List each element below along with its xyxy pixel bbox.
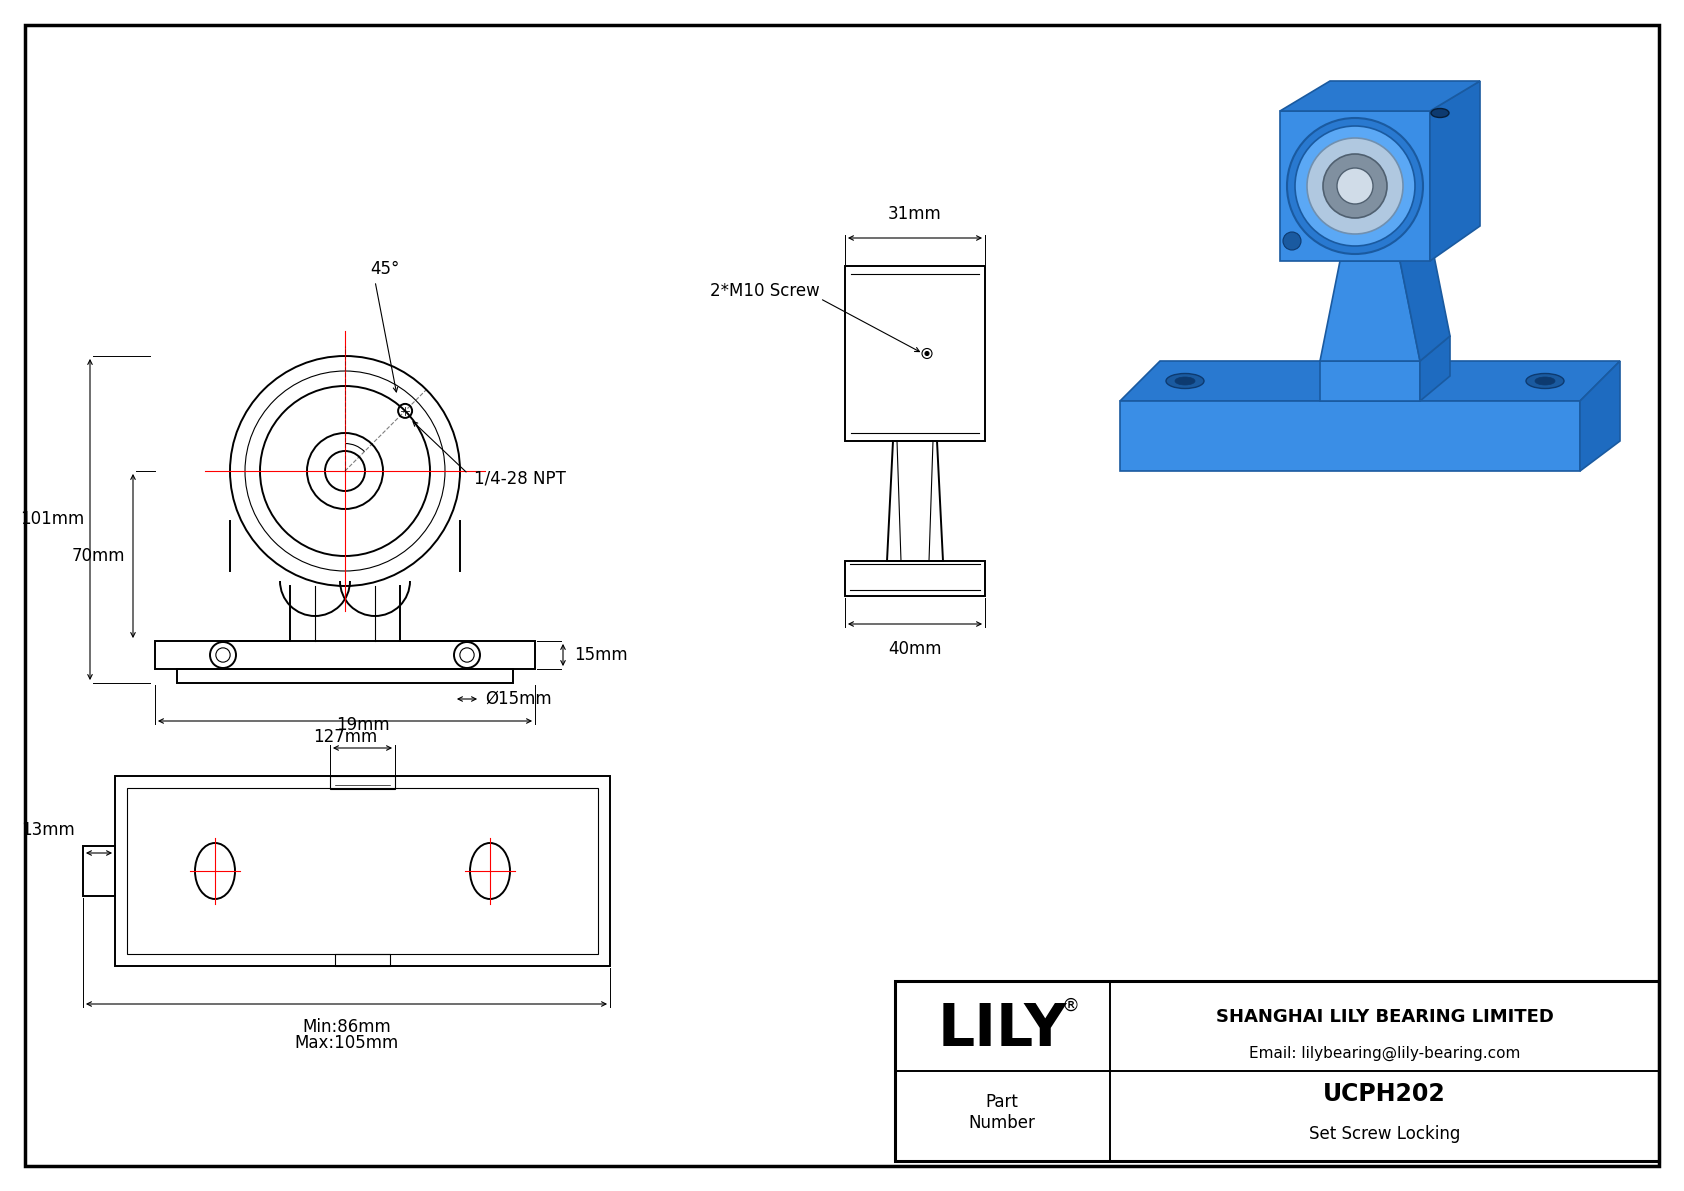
Text: 70mm: 70mm [71,547,125,565]
Text: 45°: 45° [370,260,399,278]
Circle shape [1287,118,1423,254]
Circle shape [1337,168,1372,204]
Text: LILY: LILY [938,1002,1066,1058]
Polygon shape [1580,361,1620,470]
Text: Set Screw Locking: Set Screw Locking [1308,1125,1460,1143]
Polygon shape [1320,336,1450,361]
Polygon shape [1320,261,1420,361]
Circle shape [1324,154,1388,218]
Text: Max:105mm: Max:105mm [295,1034,399,1052]
Text: ®: ® [1061,997,1079,1015]
Text: 13mm: 13mm [22,821,74,838]
Circle shape [1283,232,1302,250]
Polygon shape [1420,336,1450,401]
Ellipse shape [1431,108,1448,118]
Polygon shape [1120,361,1620,401]
Text: 31mm: 31mm [887,205,941,223]
Text: 2*M10 Screw: 2*M10 Screw [711,282,820,300]
Bar [177,669,514,682]
Bar [335,954,391,966]
Text: Part
Number: Part Number [968,1093,1036,1131]
Polygon shape [1320,361,1420,401]
Ellipse shape [1175,378,1196,385]
Text: 127mm: 127mm [313,728,377,746]
Bar [126,788,598,954]
Bar [115,777,610,966]
Circle shape [1307,138,1403,233]
Text: 15mm: 15mm [574,646,628,665]
Polygon shape [1430,81,1480,261]
Bar [83,846,115,896]
Text: Min:86mm: Min:86mm [301,1018,391,1036]
Text: 19mm: 19mm [335,716,389,734]
Bar [330,777,396,788]
Polygon shape [1399,236,1450,361]
Text: UCPH202: UCPH202 [1324,1083,1447,1106]
Bar [845,561,985,596]
Text: 101mm: 101mm [20,511,84,529]
Text: 1/4-28 NPT: 1/4-28 NPT [475,470,566,488]
Bar [155,641,536,669]
Bar [845,266,985,441]
Text: Email: lilybearing@lily-bearing.com: Email: lilybearing@lily-bearing.com [1250,1046,1521,1061]
Text: 40mm: 40mm [887,640,941,657]
Text: Ø15mm: Ø15mm [485,690,552,707]
Circle shape [925,351,930,355]
Bar [894,981,1659,1161]
Polygon shape [1120,401,1580,470]
Ellipse shape [1165,374,1204,388]
Circle shape [1295,126,1415,247]
Ellipse shape [1536,378,1554,385]
Polygon shape [1280,111,1430,261]
Text: SHANGHAI LILY BEARING LIMITED: SHANGHAI LILY BEARING LIMITED [1216,1008,1553,1025]
Polygon shape [1280,81,1480,111]
Ellipse shape [1526,374,1564,388]
